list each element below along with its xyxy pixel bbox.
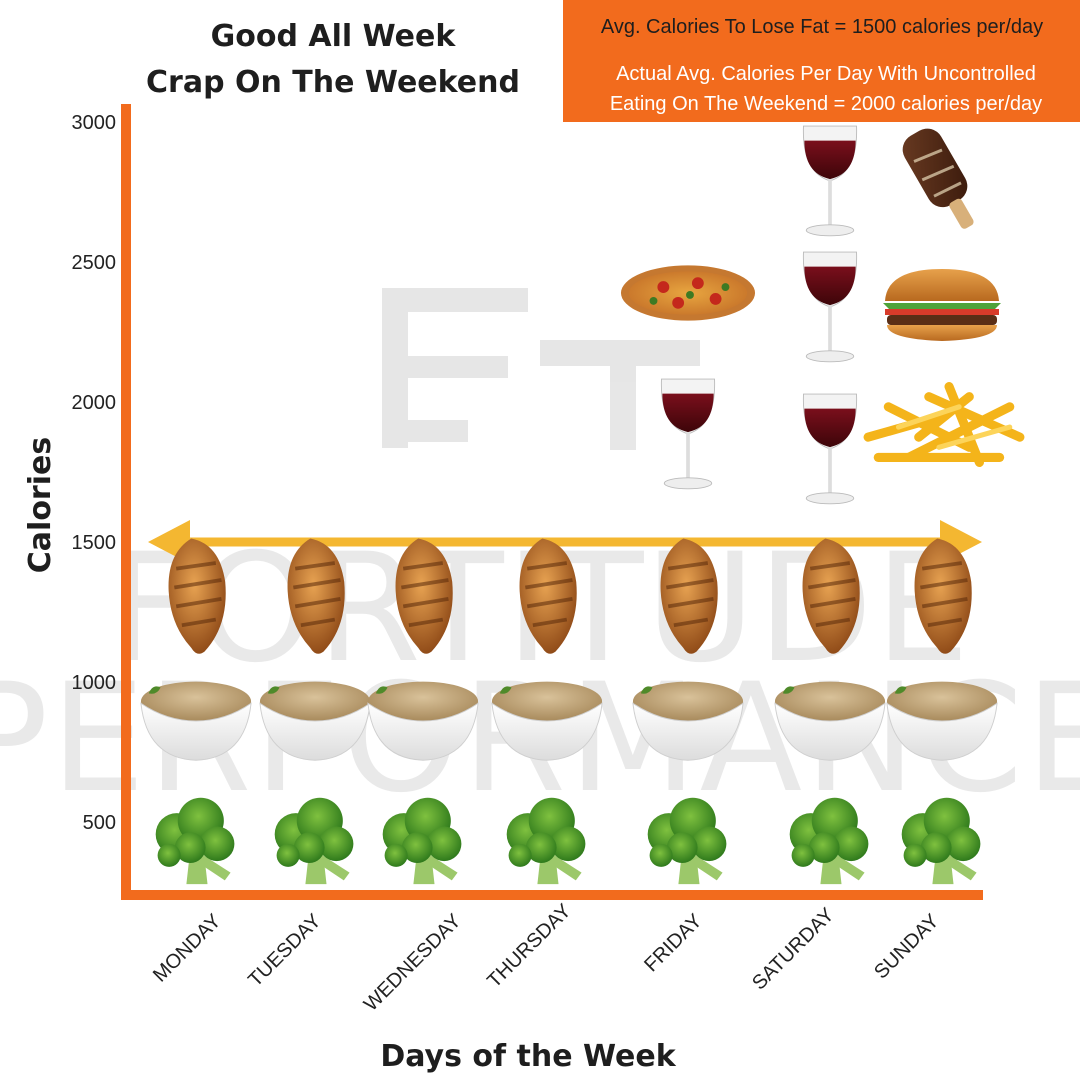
ice-cream-bar-icon [894,120,990,240]
day-label-friday: FRIDAY [640,910,706,976]
x-axis-label: Days of the Week [380,1039,676,1074]
day-label-sunday: SUNDAY [870,910,943,983]
y-axis-line [121,104,131,900]
y-tick-label: 1500 [72,532,117,554]
day-label-wednesday: WEDNESDAY [360,910,466,1016]
x-axis-line [121,890,983,900]
day-label-saturday: SATURDAY [748,904,838,994]
chart-axes [121,104,983,900]
info-box-line-1: Avg. Calories To Lose Fat = 1500 calorie… [601,16,1043,38]
day-label-tuesday: TUESDAY [244,910,325,991]
wine-glass-icon [802,251,858,363]
chart-title-line-2: Crap On The Weekend [146,65,520,100]
y-tick-label: 500 [83,812,116,834]
info-box-line-2: Actual Avg. Calories Per Day With Uncont… [616,63,1036,85]
day-label-thursday: THURSDAY [483,900,575,992]
watermark-logo [382,288,700,450]
wine-glass-icon [802,125,858,237]
x-axis-day-labels: MONDAY TUESDAY WEDNESDAY THURSDAY FRIDAY SATU… [149,900,944,1016]
info-box-background [563,0,1080,122]
day-label-monday: MONDAY [149,910,226,987]
y-tick-label: 2000 [72,392,117,414]
pizza-icon [620,265,756,321]
burger-icon [883,269,1001,341]
wine-glass-icon [660,378,716,490]
y-tick-label: 3000 [72,112,117,134]
chart-title-line-1: Good All Week [211,19,457,54]
info-box-line-3: Eating On The Weekend = 2000 calories pe… [610,93,1042,115]
y-tick-label: 2500 [72,252,117,274]
y-axis-ticks: 500 1000 1500 2000 2500 3000 [72,112,117,834]
y-axis-label: Calories [23,437,58,573]
y-tick-label: 1000 [72,672,117,694]
wine-glass-icon [802,393,858,505]
info-box: Avg. Calories To Lose Fat = 1500 calorie… [563,0,1080,122]
fries-icon [868,387,1020,463]
